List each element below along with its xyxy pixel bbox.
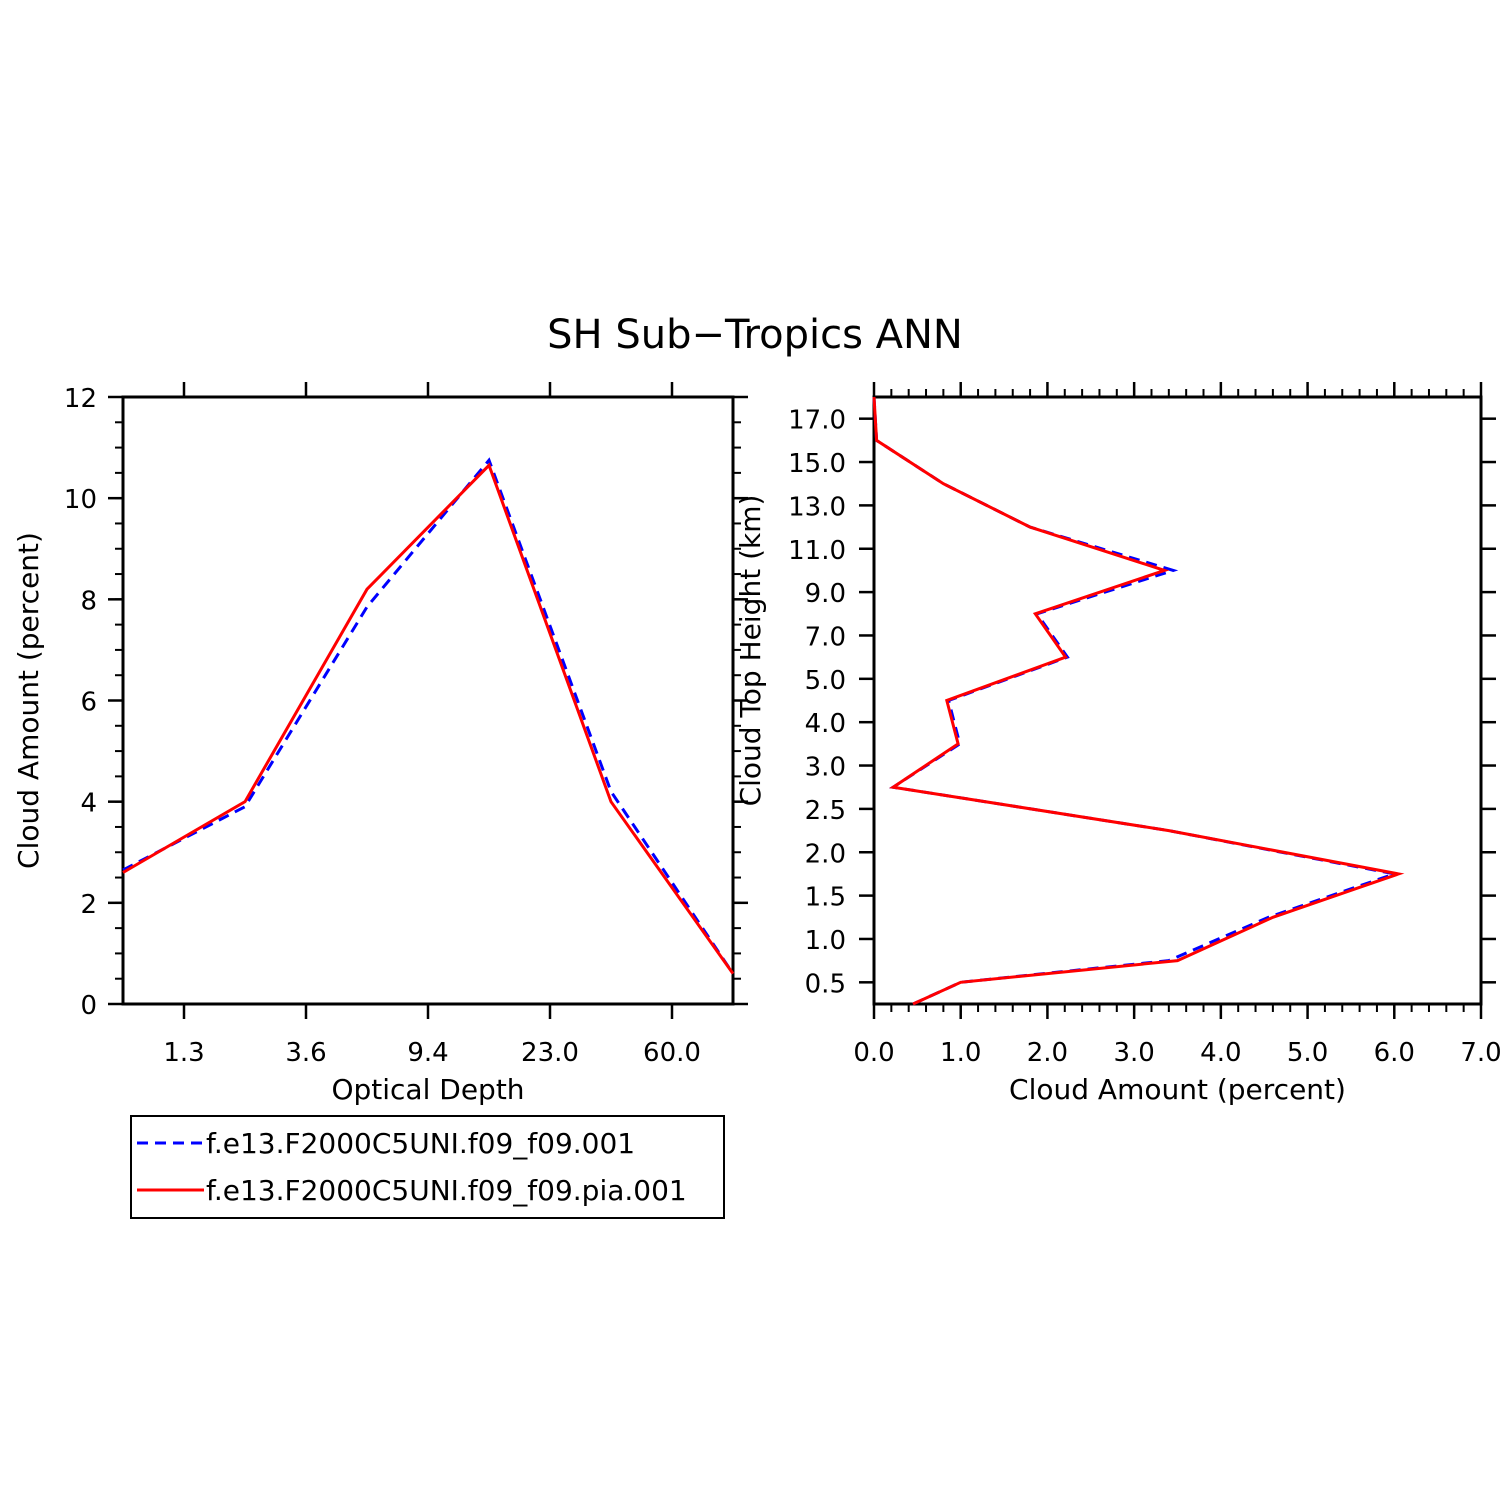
y-tick-label: 0	[80, 991, 97, 1021]
x-tick-label: 9.4	[407, 1038, 448, 1068]
x-tick-label: 3.0	[1113, 1038, 1154, 1068]
y-tick-label: 2.5	[805, 796, 846, 826]
y-tick-label: 4	[80, 789, 97, 819]
y-tick-label: 2	[80, 890, 97, 920]
plot-frame	[872, 395, 1483, 1006]
x-tick-label: 6.0	[1374, 1038, 1415, 1068]
legend: f.e13.F2000C5UNI.f09_f09.001 f.e13.F2000…	[130, 1115, 725, 1219]
y-tick-label: 0.5	[805, 969, 846, 999]
y-axis-label: Cloud Top Height (km)	[734, 495, 767, 807]
x-tick-label: 0.0	[853, 1038, 894, 1068]
figure-title: SH Sub−Tropics ANN	[547, 312, 963, 358]
y-tick-label: 3.0	[805, 753, 846, 783]
y-tick-label: 9.0	[805, 579, 846, 609]
x-tick-label: 60.0	[643, 1038, 701, 1068]
legend-entry-label: f.e13.F2000C5UNI.f09_f09.001	[206, 1127, 635, 1160]
y-tick-label: 17.0	[788, 406, 846, 436]
x-tick-label: 1.0	[940, 1038, 981, 1068]
y-tick-label: 1.0	[805, 926, 846, 956]
y-tick-label: 13.0	[788, 492, 846, 522]
y-tick-label: 2.0	[805, 839, 846, 869]
x-tick-label: 23.0	[521, 1038, 579, 1068]
x-tick-label: 1.3	[163, 1038, 204, 1068]
x-tick-label: 3.6	[285, 1038, 326, 1068]
y-tick-label: 12	[64, 384, 97, 414]
series-line-dashed-blue	[122, 457, 735, 975]
y-tick-label: 8	[80, 586, 97, 616]
y-tick-label: 5.0	[805, 666, 846, 696]
y-tick-label: 7.0	[805, 622, 846, 652]
y-tick-label: 11.0	[788, 536, 846, 566]
y-tick-label: 1.5	[805, 883, 846, 913]
right-panel-cloud-top-height: 0.0 1.0 2.0 3.0 4.0 5.0 6.0 7.0 0.5 1.0 1.5 2.0 2.5 3…	[734, 382, 1502, 1106]
y-tick-label: 6	[80, 688, 97, 718]
x-tick-label: 2.0	[1027, 1038, 1068, 1068]
left-panel-optical-depth: 0 2 4 6 8 10 12 1.3 3.6 9.4 23.0 60.0 Optical Depth C…	[12, 382, 748, 1106]
y-tick-label: 15.0	[788, 449, 846, 479]
y-tick-label: 4.0	[805, 709, 846, 739]
y-tick-label: 10	[64, 485, 97, 515]
x-axis-label: Optical Depth	[331, 1073, 524, 1106]
x-tick-label: 4.0	[1200, 1038, 1241, 1068]
series-line-solid-red	[122, 462, 735, 975]
legend-box	[130, 1115, 725, 1219]
x-axis-label: Cloud Amount (percent)	[1009, 1073, 1346, 1106]
x-tick-label: 7.0	[1460, 1038, 1501, 1068]
series-line-solid-red	[872, 396, 1405, 1006]
legend-entry-label: f.e13.F2000C5UNI.f09_f09.pia.001	[206, 1174, 687, 1207]
x-tick-label: 5.0	[1287, 1038, 1328, 1068]
y-axis-label: Cloud Amount (percent)	[12, 532, 45, 869]
